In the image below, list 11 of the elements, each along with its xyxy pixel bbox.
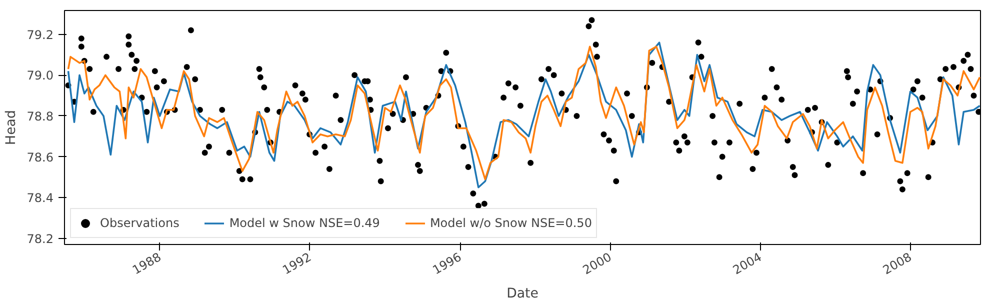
legend-label: Model w Snow NSE=0.49	[229, 216, 380, 230]
x-axis-title: Date	[506, 286, 538, 302]
y-tick-label: 78.8	[26, 109, 54, 124]
y-tick-label: 78.6	[26, 150, 54, 164]
y-tick-label: 78.4	[26, 191, 54, 206]
y-axis-title: Head	[4, 110, 19, 145]
legend-label: Observations	[100, 216, 180, 230]
y-tick-label: 78.2	[26, 232, 54, 246]
y-tick-label: 79.0	[26, 68, 54, 83]
legend-label: Model w/o Snow NSE=0.50	[430, 216, 592, 230]
y-tick-label: 79.2	[26, 28, 54, 42]
